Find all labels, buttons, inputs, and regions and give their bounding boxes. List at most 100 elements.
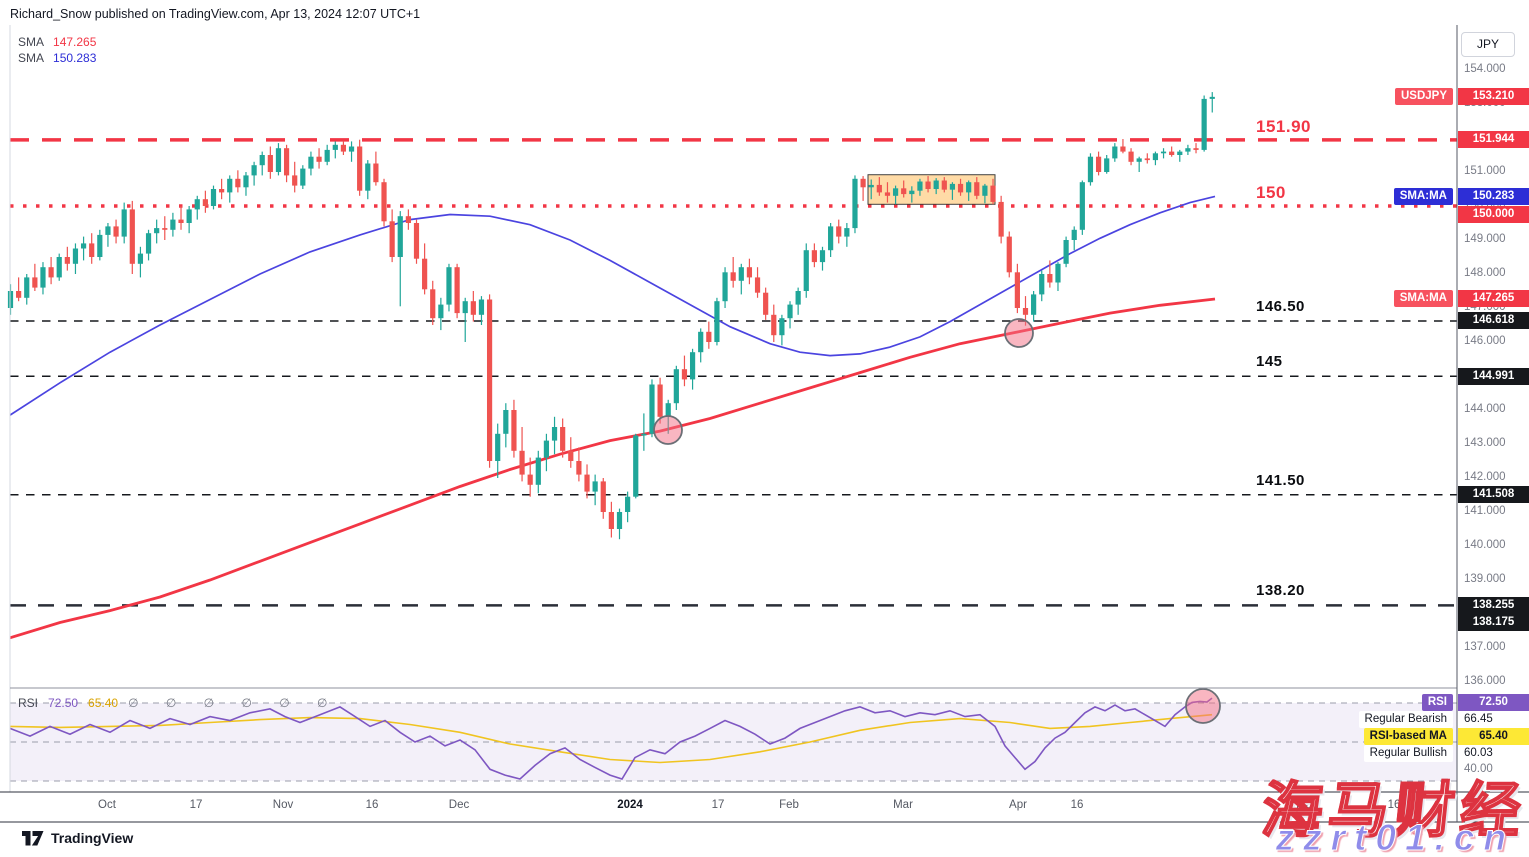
candle-body — [811, 250, 817, 263]
rsi-legend[interactable]: RSI 72.50 65.40 ∅ ∅ ∅ ∅ ∅ ∅ — [18, 696, 339, 710]
candle-body — [1104, 158, 1110, 172]
time-label: 2024 — [617, 799, 643, 811]
candle-body — [876, 184, 882, 193]
sma1-label: SMA — [18, 35, 45, 49]
candle-body — [1193, 148, 1199, 150]
candle-body — [1006, 236, 1012, 273]
candle-body — [348, 146, 355, 152]
price-badge-label: SMA:MA — [1393, 187, 1453, 205]
candle-body — [1079, 182, 1085, 230]
candle-body — [283, 148, 290, 176]
rsi-row-label: Regular Bullish — [1363, 744, 1453, 762]
candle-body — [673, 369, 679, 404]
sma-red-line[interactable] — [9, 297, 1216, 640]
candle-body — [884, 192, 891, 196]
candle-body — [97, 234, 103, 257]
currency-unit-button[interactable]: JPY — [1461, 32, 1515, 57]
candle-body — [706, 331, 712, 342]
candle-body — [397, 216, 403, 257]
event-circle-marker[interactable] — [653, 415, 683, 445]
candle-body — [470, 301, 476, 315]
level-label: 146.50 — [1256, 297, 1305, 315]
candle-body — [227, 178, 233, 193]
candle-body — [32, 277, 38, 288]
rsi-line[interactable] — [9, 697, 1213, 780]
candle-body — [438, 304, 444, 319]
event-circle-marker[interactable] — [1185, 688, 1221, 724]
time-label: May — [1296, 799, 1318, 811]
candle-body — [129, 209, 135, 264]
event-circle-marker[interactable] — [1004, 318, 1034, 348]
candle-body — [503, 410, 509, 434]
level-label: 138.20 — [1256, 582, 1305, 600]
candle-body — [730, 272, 736, 281]
candle-body — [170, 219, 176, 230]
rsi-ma-line[interactable] — [9, 713, 1213, 764]
candle-body — [771, 314, 777, 336]
rsi-axis-tick: 40.00 — [1464, 763, 1493, 775]
candle-body — [373, 163, 379, 183]
price-tick: 146.000 — [1464, 335, 1506, 347]
time-label: Apr — [1009, 799, 1027, 811]
candle-body — [722, 272, 728, 302]
level-label: 151.90 — [1256, 116, 1311, 136]
candle-body — [665, 403, 671, 417]
price-tick: 139.000 — [1464, 573, 1506, 585]
candle-body — [763, 292, 769, 315]
candle-body — [990, 185, 996, 202]
price-badge: 150.000 — [1458, 205, 1529, 223]
candle-body — [1055, 263, 1061, 283]
candle-body — [186, 209, 192, 223]
candle-body — [1014, 272, 1020, 308]
candle-body — [787, 304, 793, 319]
candle-body — [235, 178, 241, 188]
candle-body — [64, 257, 70, 264]
price-badge: 151.944 — [1458, 131, 1529, 149]
candle-body — [754, 277, 761, 293]
candle-body — [462, 301, 468, 314]
candle-body — [633, 435, 639, 497]
candle-body — [340, 144, 347, 152]
candle-body — [1177, 151, 1183, 155]
candle-body — [1128, 151, 1134, 162]
watermark-url-text: zzrt01.cn — [1275, 817, 1515, 857]
candle-body — [941, 180, 947, 190]
candle-body — [365, 163, 371, 191]
price-tick: 137.000 — [1464, 641, 1506, 653]
candle-body — [56, 257, 62, 278]
candle-body — [892, 188, 899, 196]
candle-body — [1144, 158, 1150, 161]
candle-body — [332, 144, 338, 150]
candle-body — [357, 146, 363, 191]
candle-body — [324, 149, 330, 162]
sma2-label: SMA — [18, 51, 45, 65]
candle-body — [868, 184, 874, 188]
tradingview-attribution[interactable]: TradingView — [22, 830, 133, 846]
candle-body — [852, 178, 858, 229]
candle-body — [1087, 156, 1094, 183]
candle-body — [933, 180, 939, 189]
candle-body — [592, 481, 598, 492]
candle-body — [113, 226, 119, 237]
candle-body — [738, 267, 744, 281]
candle-body — [316, 156, 322, 162]
candle-body — [121, 209, 127, 237]
candle-body — [819, 250, 826, 263]
candle-body — [600, 481, 606, 512]
candle-body — [202, 199, 208, 206]
candle-body — [16, 291, 22, 298]
sma-legend-1[interactable]: SMA 147.265 — [18, 35, 96, 49]
sma-blue-line[interactable] — [9, 195, 1216, 416]
candle-body — [519, 450, 525, 475]
time-label: 16 — [1070, 799, 1084, 811]
price-badge: 153.210 — [1458, 88, 1529, 106]
sma-legend-2[interactable]: SMA 150.283 — [18, 51, 96, 65]
candle-body — [495, 433, 501, 461]
time-label: Feb — [779, 799, 799, 811]
price-tick: 148.000 — [1464, 267, 1506, 279]
price-badge: 138.175 — [1458, 613, 1529, 631]
candle-body — [860, 178, 866, 188]
rsi-band — [10, 703, 1457, 781]
candle-body — [828, 226, 834, 251]
